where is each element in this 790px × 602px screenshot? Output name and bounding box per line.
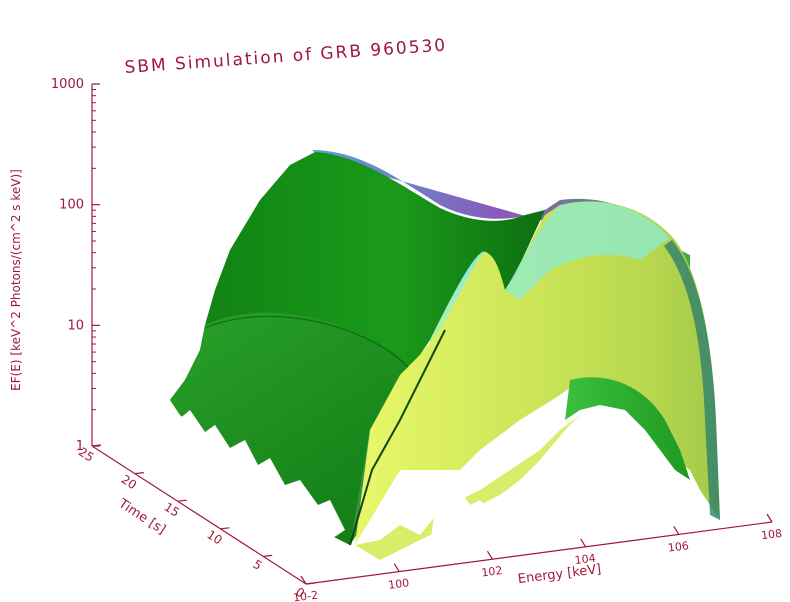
x-tick-label: 108 xyxy=(760,527,782,542)
y-tick xyxy=(177,499,187,502)
x-tick-label: 102 xyxy=(481,564,503,579)
y-tick-label: 20 xyxy=(119,472,139,492)
z-tick-label: 100 xyxy=(59,198,84,213)
y-tick xyxy=(91,444,102,447)
x-tick xyxy=(766,513,773,523)
y-tick xyxy=(305,582,316,585)
y-tick-label: 10 xyxy=(204,527,224,547)
surface xyxy=(160,150,720,560)
z-tick-label: 1000 xyxy=(51,77,84,92)
z-tick-label: 10 xyxy=(67,318,84,333)
y-tick xyxy=(220,527,230,530)
y-axis-label: Time [s] xyxy=(115,496,168,538)
x-tick xyxy=(300,575,307,585)
y-tick xyxy=(263,554,273,557)
x-tick-label: 10-2 xyxy=(292,589,318,602)
x-tick-label: 100 xyxy=(388,576,410,591)
z-tick-label: 1 xyxy=(76,439,84,454)
y-tick xyxy=(134,472,144,475)
x-tick xyxy=(393,563,400,572)
x-tick-label: 104 xyxy=(574,552,596,567)
x-axis: 10-2 100 102 104 106 108 Energy [keV] xyxy=(292,513,783,602)
x-tick xyxy=(673,526,680,535)
z-axis: 1 10 100 1000 EF(E) [keV^2 Photons/(cm^2 s … xyxy=(9,77,100,454)
y-tick-label: 25 xyxy=(76,445,96,465)
z-axis-label: EF(E) [keV^2 Photons/(cm^2 s keV)] xyxy=(9,169,23,391)
chart-title: SBM Simulation of GRB 960530 xyxy=(124,35,448,77)
x-tick-label: 106 xyxy=(667,539,689,554)
x-tick xyxy=(580,538,587,548)
x-tick xyxy=(486,550,493,560)
x-axis-label: Energy [keV] xyxy=(517,562,602,587)
y-tick-label: 15 xyxy=(162,500,182,520)
